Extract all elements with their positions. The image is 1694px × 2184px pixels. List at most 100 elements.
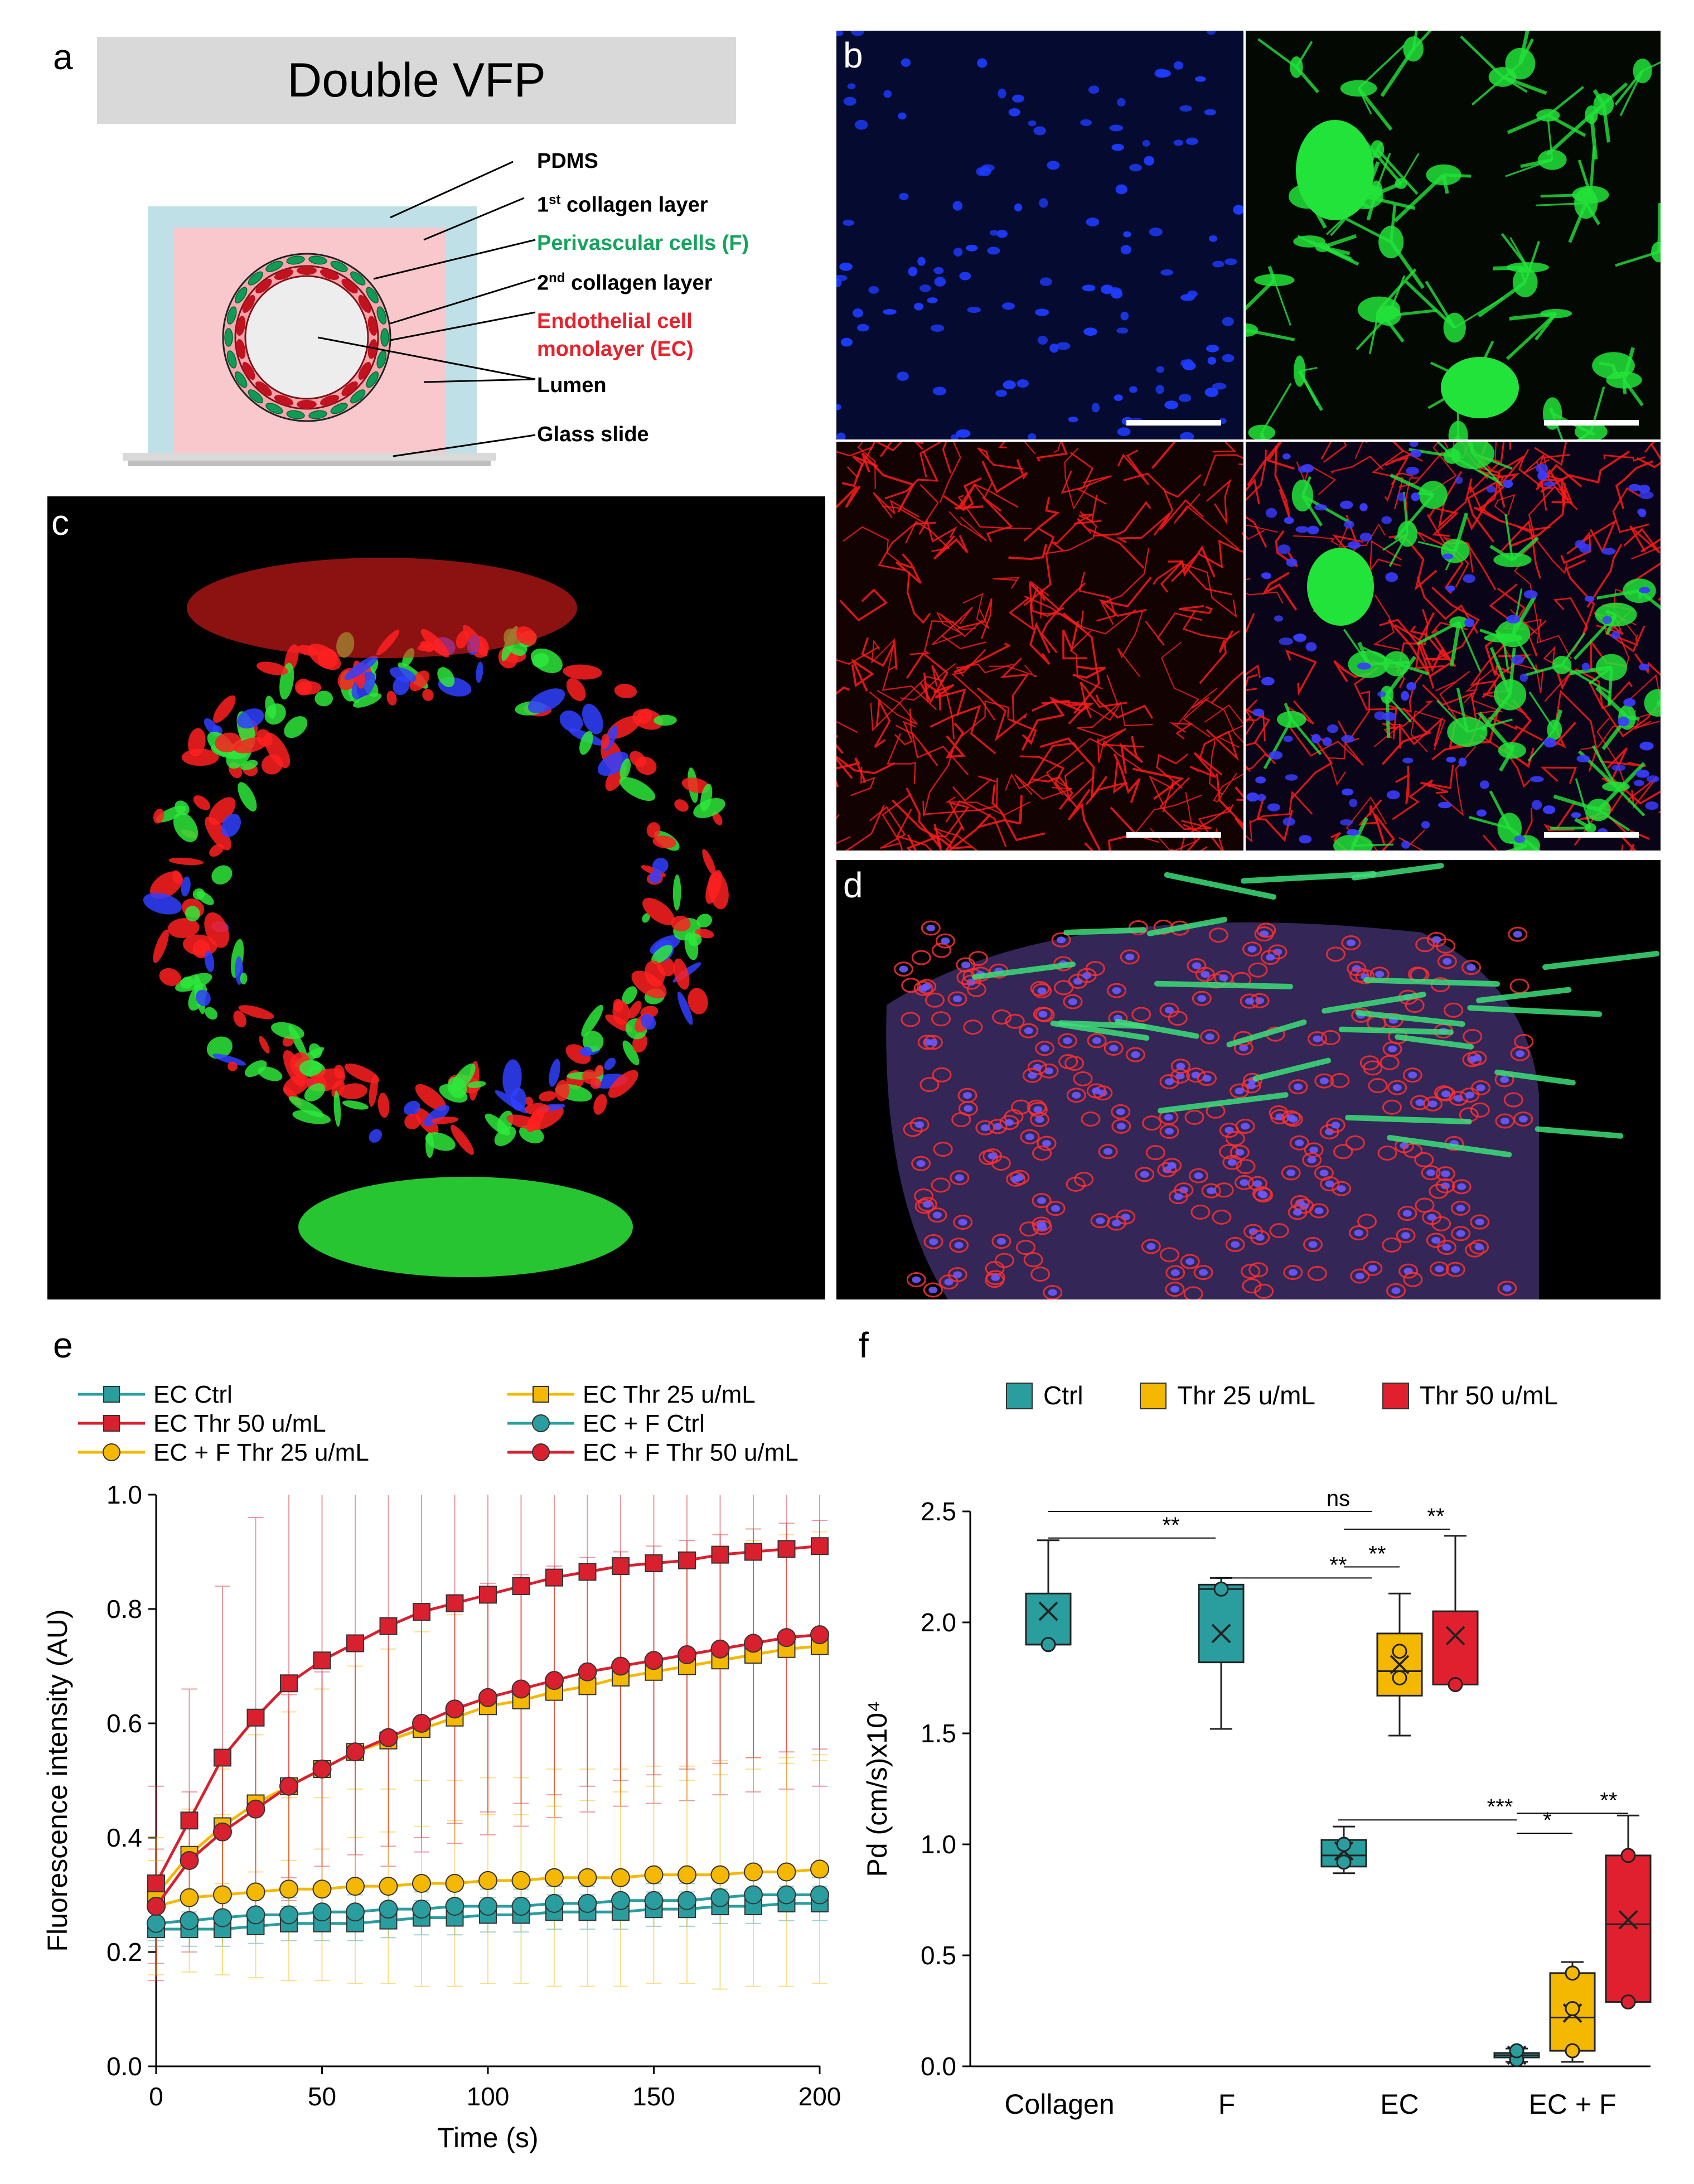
nucleus <box>1344 520 1354 529</box>
nucleus <box>1446 756 1456 763</box>
cell <box>563 664 602 680</box>
cell <box>204 950 215 973</box>
cell-border <box>1162 1158 1182 1173</box>
cell-border <box>1033 1220 1053 1235</box>
junction-line <box>943 477 982 511</box>
junction-line <box>1206 699 1243 743</box>
junction-line <box>1039 737 1108 801</box>
nucleus <box>1025 1133 1034 1141</box>
cell-border <box>1363 1260 1383 1276</box>
data-point <box>446 1594 464 1612</box>
box <box>1025 1539 1072 1653</box>
nucleus <box>1072 1091 1081 1099</box>
nucleus <box>1142 139 1150 147</box>
nucleus <box>899 965 908 973</box>
nucleus <box>1248 1228 1258 1235</box>
cell <box>377 1093 390 1118</box>
nucleus <box>1319 1077 1329 1085</box>
nucleus <box>1646 775 1659 783</box>
nucleus <box>1266 954 1275 961</box>
vessel-cells <box>893 919 1534 1299</box>
cell-border <box>1450 1200 1470 1216</box>
junction-line <box>954 484 984 510</box>
perivascular-cell <box>1340 45 1405 131</box>
perivascular-cell <box>265 260 283 272</box>
perivascular-cell <box>1387 1134 1512 1158</box>
cell <box>566 678 586 702</box>
data-point <box>412 1900 431 1919</box>
nucleus <box>1205 1033 1214 1040</box>
nucleus <box>1235 1088 1244 1095</box>
cell-border <box>923 1282 943 1298</box>
nucleus <box>1253 1180 1262 1187</box>
junction-line <box>1484 635 1512 676</box>
data-point <box>545 1868 564 1887</box>
nucleus <box>1116 1123 1126 1130</box>
cell-border <box>1159 1074 1179 1089</box>
cell <box>185 906 200 922</box>
nucleus <box>1575 540 1586 549</box>
scale-bar <box>1126 420 1221 426</box>
cell-border <box>1281 1110 1301 1125</box>
panel-d-letter: d <box>843 865 863 905</box>
cell-border <box>914 1199 935 1214</box>
junction-line <box>918 519 957 543</box>
cell-border <box>1451 1226 1471 1241</box>
junction-line <box>1030 581 1049 619</box>
nucleus <box>1305 642 1317 652</box>
cell-border <box>1320 1176 1340 1192</box>
cell <box>258 1066 283 1081</box>
nucleus <box>1309 1146 1319 1153</box>
nucleus <box>840 337 853 347</box>
junction-line <box>977 447 1023 470</box>
nucleus <box>1125 953 1135 960</box>
nucleus <box>1039 198 1048 208</box>
significance-bracket: ns <box>1048 1486 1372 1512</box>
y-tick-label: 1.0 <box>921 1830 956 1859</box>
nucleus <box>1359 503 1368 511</box>
junction-line <box>1067 789 1101 851</box>
perivascular-cell <box>1158 1092 1289 1114</box>
cell-border <box>1283 1264 1303 1280</box>
nucleus <box>998 88 1006 99</box>
endothelial-cell <box>341 381 358 397</box>
cell <box>688 933 702 946</box>
cell-border <box>1006 1171 1026 1187</box>
nucleus <box>1049 343 1059 353</box>
junction-line <box>1077 674 1119 738</box>
perivascular-cell <box>350 389 366 404</box>
junction-line <box>909 620 955 655</box>
junction-line <box>871 637 896 670</box>
nucleus <box>1293 1209 1303 1216</box>
vessel-cross-section <box>222 253 391 422</box>
data-point <box>1392 1644 1407 1659</box>
cell-border <box>1303 1236 1323 1252</box>
cell-border <box>1350 1268 1370 1284</box>
cell-border <box>1415 1197 1435 1213</box>
cell <box>422 689 434 701</box>
perivascular-cell <box>1489 514 1540 567</box>
nucleus <box>1523 590 1538 599</box>
cell <box>195 989 211 1007</box>
nucleus <box>843 96 856 106</box>
junction-line <box>1428 507 1459 537</box>
nucleus <box>1246 1082 1256 1089</box>
junction-line <box>1553 597 1589 653</box>
legend-label: EC + F Thr 25 u/mL <box>153 1439 369 1466</box>
nucleus <box>1109 1045 1119 1052</box>
cell-border <box>1283 1112 1303 1127</box>
junction-line <box>998 442 1007 448</box>
cell-border <box>1054 980 1074 996</box>
junction-line <box>1123 472 1202 498</box>
cell <box>209 797 236 825</box>
nucleus <box>1165 1007 1174 1014</box>
nucleus <box>1623 698 1636 707</box>
junction-line <box>1565 559 1595 635</box>
legend-label: Ctrl <box>1043 1381 1083 1410</box>
nucleus <box>1091 403 1100 413</box>
nucleus <box>1441 1090 1451 1098</box>
perivascular-cell <box>1248 383 1292 439</box>
cell-border <box>1222 1154 1242 1170</box>
cell <box>582 1046 592 1057</box>
